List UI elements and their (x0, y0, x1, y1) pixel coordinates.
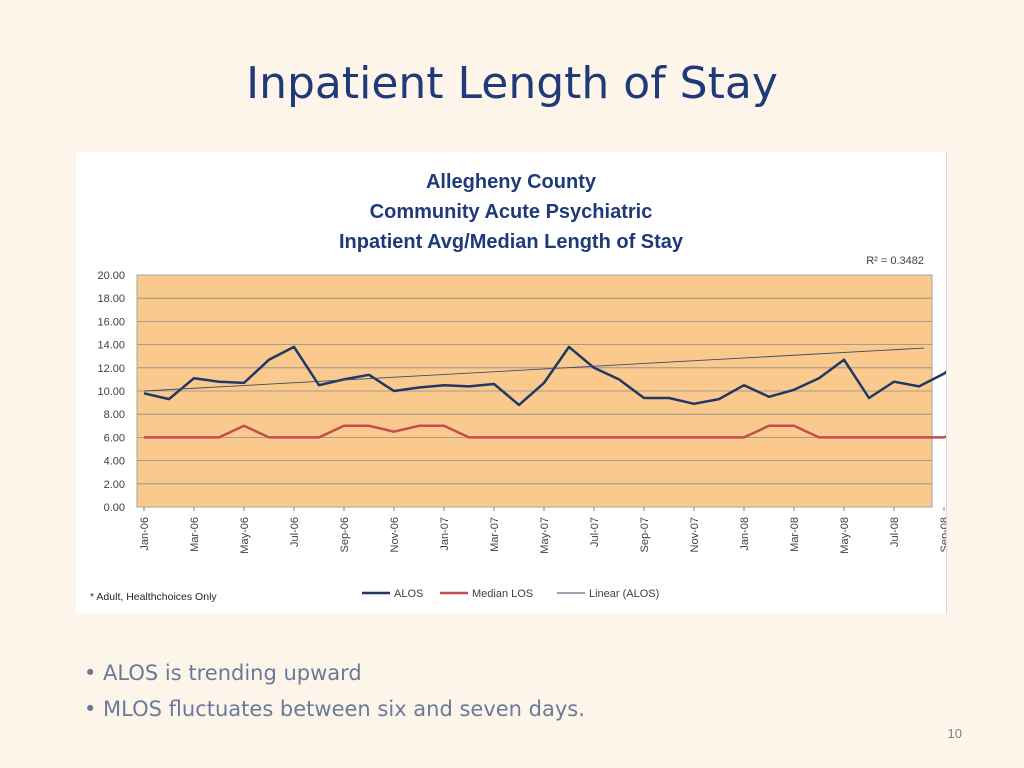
x-tick-label: Jul-07 (589, 517, 601, 547)
series-alos-line (143, 345, 1024, 407)
x-tick-label: Nov-06 (389, 517, 401, 552)
chart-title-line: Allegheny County (426, 171, 597, 193)
legend-median-los-label: Median LOS (472, 588, 533, 600)
y-tick-label: 0.00 (104, 502, 125, 514)
x-tick-label: Nov-07 (689, 517, 701, 552)
x-tick-label: Mar-07 (489, 517, 501, 552)
x-tick-label: Sep-06 (339, 517, 351, 552)
x-tick-label: May-08 (839, 517, 851, 554)
r-squared-label: R² = 0.3482 (866, 255, 924, 267)
page-number: 10 (947, 726, 962, 741)
y-tick-label: 12.00 (97, 363, 125, 375)
x-tick-label: Jan-06 (139, 517, 151, 551)
y-tick-label: 4.00 (104, 456, 125, 468)
series-median-los-line (144, 424, 1024, 439)
x-tick-label: Sep-07 (639, 517, 651, 552)
slide-title: Inpatient Length of Stay (246, 58, 778, 109)
y-tick-label: 18.00 (97, 293, 125, 305)
x-tick-label: May-07 (539, 517, 551, 554)
x-tick-label: Jul-08 (889, 517, 901, 547)
y-tick-label: 20.00 (97, 270, 125, 282)
y-tick-label: 6.00 (104, 432, 125, 444)
chart-title-line: Inpatient Avg/Median Length of Stay (339, 231, 684, 253)
x-tick-label: Jan-07 (439, 517, 451, 551)
x-tick-label: Mar-08 (789, 517, 801, 552)
y-tick-label: 14.00 (97, 340, 125, 352)
bullet-item: • MLOS fluctuates between six and seven … (84, 697, 585, 721)
y-tick-label: 16.00 (97, 316, 125, 328)
chart-title-line: Community Acute Psychiatric (370, 201, 653, 223)
series-trend-line (143, 347, 925, 392)
y-tick-label: 8.00 (104, 409, 125, 421)
x-tick-label: Sep-08 (939, 517, 946, 552)
line-chart: Allegheny County Community Acute Psychiat… (90, 171, 1024, 603)
bullet-list: • ALOS is trending upward • MLOS fluctua… (84, 655, 585, 727)
legend-alos-label: ALOS (394, 588, 423, 600)
y-tick-label: 10.00 (97, 386, 125, 398)
legend-linear-alos-label: Linear (ALOS) (589, 588, 659, 600)
chart-footnote: * Adult, Healthchoices Only (90, 591, 217, 603)
bullet-item: • ALOS is trending upward (84, 661, 362, 685)
chart-container: Allegheny County Community Acute Psychiat… (76, 152, 1024, 614)
x-tick-label: May-06 (239, 517, 251, 554)
y-tick-label: 2.00 (104, 479, 125, 491)
x-tick-label: Mar-06 (189, 517, 201, 552)
x-tick-label: Jan-08 (739, 517, 751, 551)
x-tick-label: Jul-06 (289, 517, 301, 547)
